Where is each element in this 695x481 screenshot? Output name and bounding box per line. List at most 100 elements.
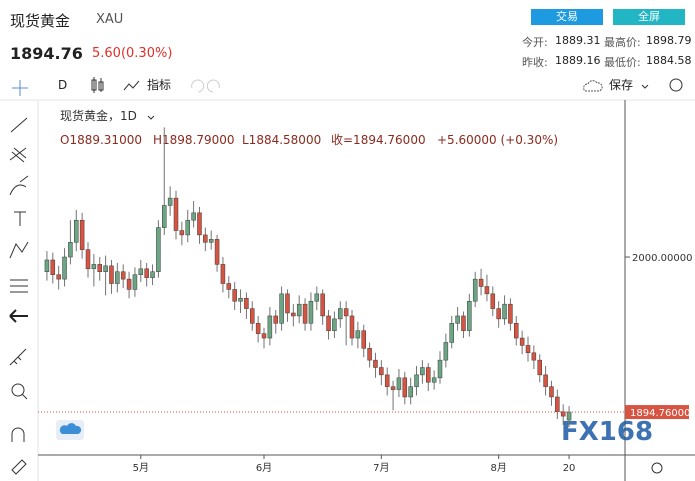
candle-body xyxy=(496,308,501,320)
y-tick-label: 2000.00000 xyxy=(632,253,692,264)
candle-body xyxy=(349,315,355,339)
candle-body xyxy=(197,212,202,236)
candle-body xyxy=(402,377,408,398)
x-tick-label: 7月 xyxy=(373,462,389,474)
indicators[interactable]: 指标 xyxy=(147,77,171,92)
candle-body xyxy=(537,359,542,376)
candle-body xyxy=(56,274,61,280)
candle-body xyxy=(44,259,50,273)
dropdown-icon[interactable] xyxy=(641,84,649,89)
candle-body xyxy=(420,367,425,376)
candle-body xyxy=(162,205,167,228)
stat-label: 昨收: xyxy=(522,56,548,69)
stat-label: 今开: xyxy=(522,36,548,49)
candle-body xyxy=(238,298,243,302)
candle-body xyxy=(50,259,56,275)
candle-body xyxy=(343,308,349,317)
candle-body xyxy=(426,367,431,383)
candle-body xyxy=(62,256,67,280)
candle-body xyxy=(449,323,454,343)
candle-body xyxy=(414,374,419,387)
watermark: FX168 xyxy=(561,417,653,447)
candle-body xyxy=(244,298,249,309)
stat-label: 最低价: xyxy=(604,56,641,69)
crosshair-icon[interactable] xyxy=(12,80,28,96)
x-tick-label: 20 xyxy=(563,463,576,474)
candle-body xyxy=(461,315,466,331)
candle-body xyxy=(208,239,214,243)
candle-body xyxy=(384,374,390,387)
candle-body xyxy=(232,289,237,302)
cloud-icon[interactable] xyxy=(583,80,603,92)
candle-body xyxy=(332,318,337,331)
candle-body xyxy=(467,300,472,331)
interval[interactable]: D xyxy=(58,78,67,92)
candle-body xyxy=(555,396,560,412)
title: 现货黄金 xyxy=(10,12,71,30)
candle-body xyxy=(291,312,296,317)
symbol: XAU xyxy=(96,12,124,27)
plot: 2000.00000 5月 6月 7月 8月 20 1894.76000 xyxy=(38,127,692,474)
x-tick-label: 6月 xyxy=(256,462,272,474)
settings-icon[interactable] xyxy=(669,78,683,92)
candle-body xyxy=(396,377,402,390)
candle-body xyxy=(138,268,144,275)
save[interactable]: 保存 xyxy=(609,78,633,92)
drawing-tools[interactable] xyxy=(9,117,29,475)
axis-settings-icon[interactable] xyxy=(651,462,663,474)
candle-body xyxy=(431,377,437,383)
candle-body xyxy=(203,234,208,243)
candle-body xyxy=(85,249,91,270)
legend-high: H1898.79000 xyxy=(153,133,235,147)
undo-icons[interactable] xyxy=(191,79,220,93)
candle-body xyxy=(490,293,496,309)
legend-open: O1889.31000 xyxy=(60,133,142,147)
candle-body xyxy=(484,286,490,295)
candle-body xyxy=(455,315,460,324)
candle-body xyxy=(408,386,413,398)
trade-button[interactable]: 交易 xyxy=(531,9,603,25)
candle-body xyxy=(267,315,273,339)
candle-body xyxy=(373,359,378,368)
stat-value: 1898.79 xyxy=(646,34,692,47)
candle-body xyxy=(549,386,554,398)
candle-body xyxy=(326,315,331,331)
fullscreen-button[interactable]: 全屏 xyxy=(613,9,685,25)
candle-body xyxy=(302,303,308,324)
candle-body xyxy=(132,274,138,290)
candle-body xyxy=(279,293,284,324)
candle-body xyxy=(314,293,320,302)
legend-dropdown[interactable] xyxy=(147,115,155,120)
candle-body xyxy=(179,230,185,236)
indicator-icon[interactable] xyxy=(123,80,140,91)
legend-title: 现货黄金，1D xyxy=(60,108,137,123)
candle-body xyxy=(261,333,267,339)
candle-body xyxy=(167,197,173,206)
candle-body xyxy=(91,264,97,270)
candle-body xyxy=(173,197,179,231)
candle-body xyxy=(273,315,278,324)
candle-body xyxy=(185,219,190,236)
candle-body xyxy=(514,323,519,339)
logo-cloud xyxy=(59,423,82,434)
candle-body xyxy=(443,342,449,361)
stat-value: 1889.31 xyxy=(555,34,601,47)
candle-body xyxy=(355,330,361,339)
candle-body xyxy=(150,271,155,278)
candle-body xyxy=(508,303,513,324)
candle-body xyxy=(379,367,384,376)
candle-body xyxy=(126,278,132,290)
stat-value: 1884.58 xyxy=(646,54,692,67)
candle-body xyxy=(320,293,325,317)
candle-body xyxy=(109,265,114,284)
x-tick-label: 8月 xyxy=(490,462,506,474)
candle-body xyxy=(144,268,149,278)
candle-icon[interactable] xyxy=(91,77,104,93)
candle-body xyxy=(390,386,396,390)
candle-body xyxy=(191,212,196,221)
candle-body xyxy=(367,348,372,361)
candle-body xyxy=(250,308,255,324)
price: 1894.76 xyxy=(10,44,83,63)
last-price-label: 1894.76000 xyxy=(630,408,690,419)
